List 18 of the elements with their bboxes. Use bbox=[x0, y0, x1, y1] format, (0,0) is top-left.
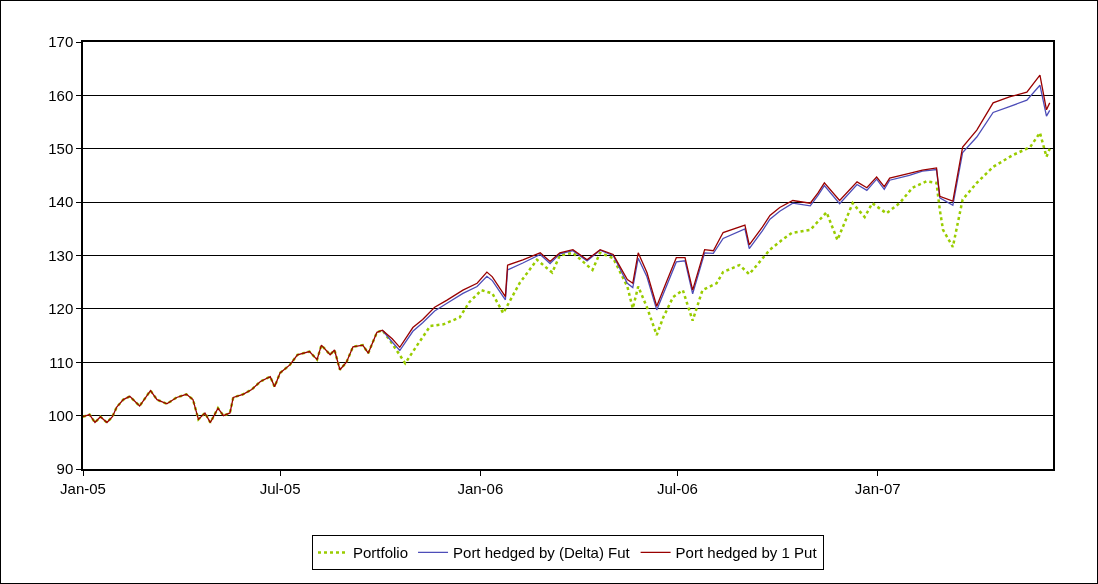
y-tick-label: 170 bbox=[48, 33, 74, 51]
legend-label: Port hedged by (Delta) Fut bbox=[453, 544, 631, 562]
y-tick-label: 110 bbox=[49, 353, 74, 371]
x-tick-label: Jan-05 bbox=[60, 479, 106, 497]
x-tick-label: Jul-05 bbox=[259, 479, 301, 497]
legend-label: Port hedged by 1 Put bbox=[675, 544, 818, 562]
x-tick-label: Jul-06 bbox=[656, 479, 698, 497]
line-series bbox=[381, 84, 1051, 352]
x-tick-label: Jan-07 bbox=[854, 479, 901, 497]
y-tick-label: 140 bbox=[48, 193, 74, 211]
y-tick-label: 130 bbox=[48, 246, 74, 264]
y-tick-label: 160 bbox=[48, 86, 74, 104]
y-tick-label: 100 bbox=[48, 406, 74, 424]
y-tick-label: 120 bbox=[48, 300, 74, 318]
x-tick-label: Jan-06 bbox=[457, 479, 504, 497]
y-tick-label: 150 bbox=[48, 140, 74, 157]
y-tick-label: 90 bbox=[56, 460, 74, 478]
legend-label: Portfolio bbox=[353, 544, 409, 562]
